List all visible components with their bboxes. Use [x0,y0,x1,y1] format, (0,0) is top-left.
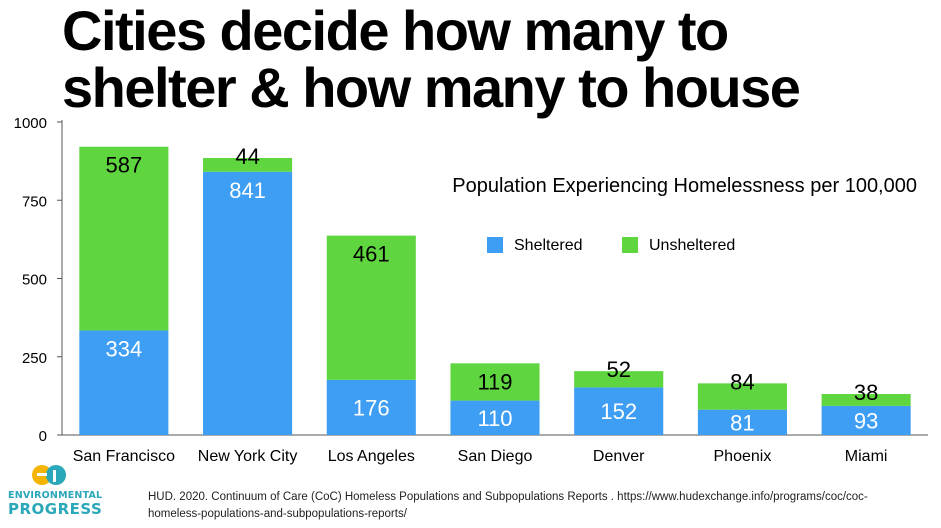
data-label-sheltered: 81 [730,410,754,435]
data-label-unsheltered: 119 [477,369,512,394]
y-tick-label: 1000 [14,115,47,132]
data-label-unsheltered: 461 [353,242,390,267]
x-category-label: Phoenix [714,448,772,465]
bar-sheltered [821,405,911,435]
bar-sheltered [697,409,787,435]
bar-unsheltered [574,371,664,388]
data-label-unsheltered: 52 [606,357,630,382]
bar-sheltered [79,330,169,435]
bars: 334 587 San Francisco 841 44 New York City 176… [73,144,911,465]
legend-label-unsheltered: Unsheltered [649,237,735,254]
data-label-sheltered: 176 [353,395,390,420]
x-category-label: New York City [198,448,298,465]
source-citation: HUD. 2020. Continuum of Care (CoC) Homel… [148,491,868,520]
x-category-label: Los Angeles [328,448,415,465]
headline-line-2: shelter & how many to house [62,56,801,119]
bar-sheltered [450,400,540,435]
x-category-label: San Francisco [73,448,175,465]
x-category-label: Denver [593,448,645,465]
data-label-unsheltered: 84 [730,369,754,394]
legend: Sheltered Unsheltered [487,237,735,254]
y-tick-label: 750 [22,193,47,210]
data-label-sheltered: 152 [600,399,637,424]
bar-unsheltered [326,235,416,380]
bar-unsheltered [821,393,911,406]
ep-logo-icon [32,465,66,485]
data-label-unsheltered: 38 [854,380,878,405]
data-label-sheltered: 334 [105,336,142,361]
bar-unsheltered [203,157,293,172]
legend-swatch-unsheltered [622,237,638,253]
y-tick-label: 500 [22,272,47,289]
data-label-unsheltered: 587 [105,153,142,178]
legend-label-sheltered: Sheltered [514,237,583,254]
bar-sheltered [203,171,293,435]
bar-unsheltered [79,146,169,331]
bar-unsheltered [697,383,787,410]
legend-swatch-sheltered [487,237,503,253]
chart-headline: Cities decide how many to shelter & how … [62,2,922,116]
environmental-progress-logo: ENVIRONMENTAL PROGRESS [8,462,103,522]
data-label-sheltered: 110 [477,406,512,431]
x-category-label: Miami [845,448,888,465]
data-label-unsheltered: 44 [235,144,259,169]
data-label-sheltered: 841 [229,178,266,203]
logo-line-2: PROGRESS [8,500,103,518]
y-tick-label: 0 [39,428,47,445]
bar-sheltered [326,379,416,435]
chart-subtitle: Population Experiencing Homelessness per… [452,175,917,197]
y-tick-label: 250 [22,350,47,367]
bar-unsheltered [450,363,540,401]
bar-sheltered [574,387,664,435]
data-label-sheltered: 93 [854,408,878,433]
logo-line-1: ENVIRONMENTAL [8,490,103,501]
x-category-label: San Diego [458,448,533,465]
headline-line-1: Cities decide how many to [62,0,729,62]
